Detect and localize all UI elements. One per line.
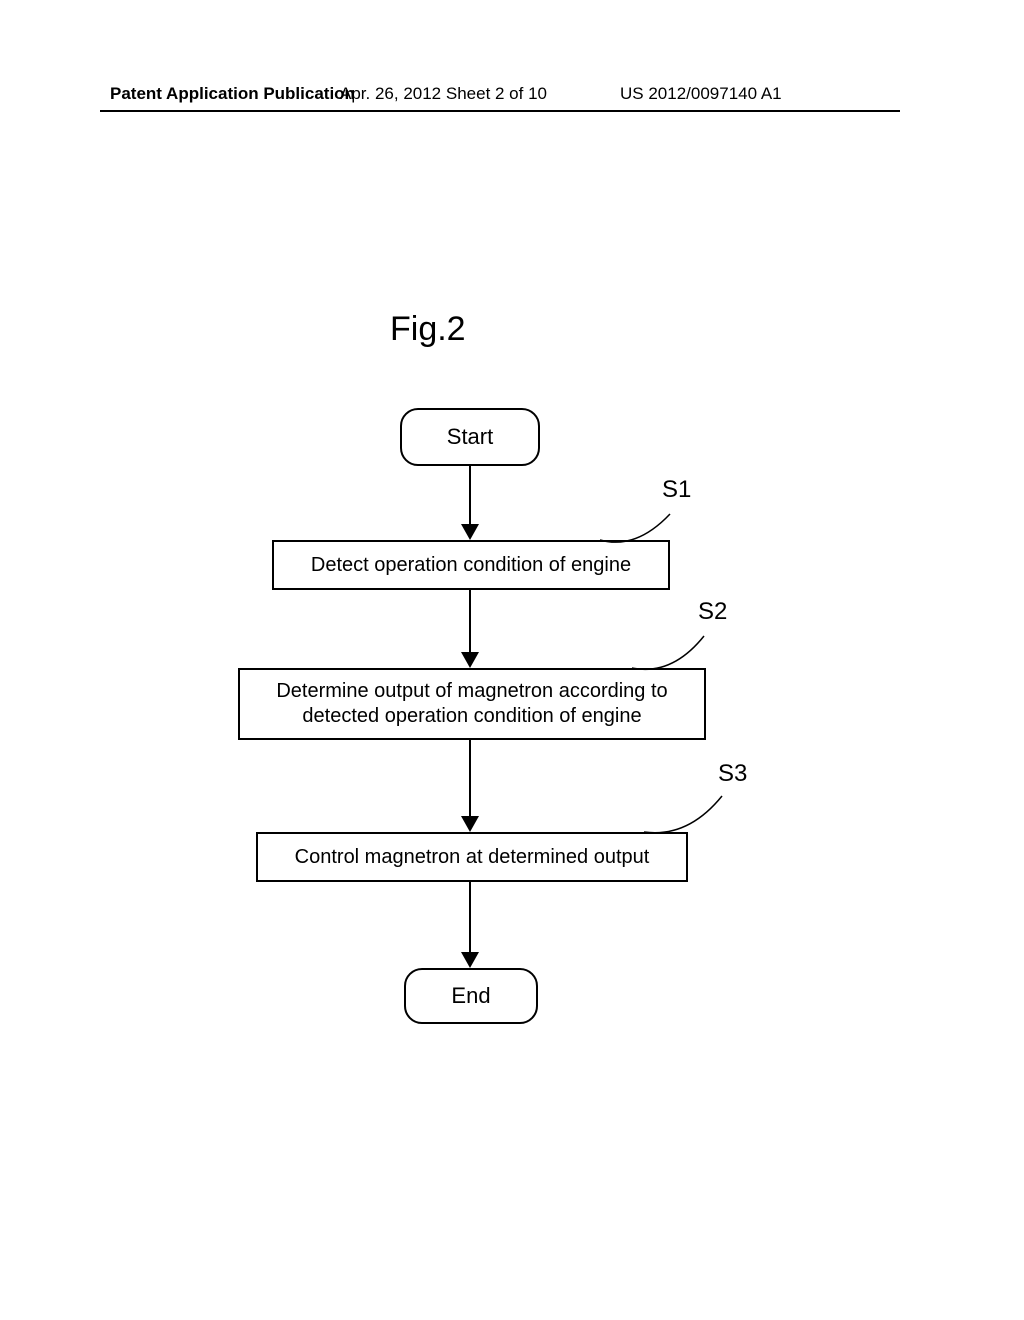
page: Patent Application Publication Apr. 26, … xyxy=(0,0,1024,1320)
